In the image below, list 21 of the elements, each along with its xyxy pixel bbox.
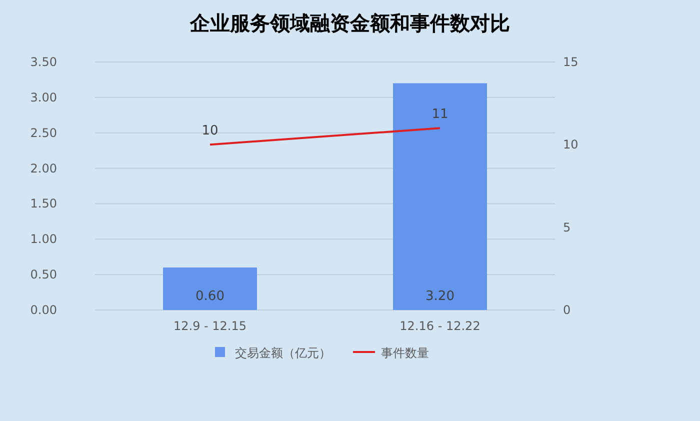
y-tick-label: 0.50 <box>30 268 57 282</box>
data-label: 0.60 <box>196 289 224 304</box>
y2-tick-label: 0 <box>563 303 571 317</box>
y-tick-label: 1.00 <box>30 232 57 246</box>
y-tick-label: 2.00 <box>30 161 57 176</box>
chart-title: 企业服务领域融资金额和事件数对比 <box>189 11 510 35</box>
x-tick-label: 12.16 - 12.22 <box>400 319 480 333</box>
data-label: 10 <box>202 124 218 139</box>
y-tick-label: 3.50 <box>30 55 57 69</box>
x-tick-label: 12.9 - 12.15 <box>173 319 247 333</box>
y-tick-label: 3.00 <box>30 90 57 104</box>
data-label: 3.20 <box>426 289 454 304</box>
y-tick-label: 1.50 <box>30 196 57 211</box>
y-tick-label: 2.50 <box>30 126 57 140</box>
legend-label: 交易金额（亿元） <box>235 346 331 360</box>
y-tick-label: 0.00 <box>30 303 57 317</box>
y2-tick-label: 15 <box>563 55 578 69</box>
y2-tick-label: 10 <box>563 138 578 152</box>
data-label: 11 <box>432 107 448 122</box>
y2-tick-label: 5 <box>563 220 571 234</box>
legend-label: 事件数量 <box>381 346 429 360</box>
